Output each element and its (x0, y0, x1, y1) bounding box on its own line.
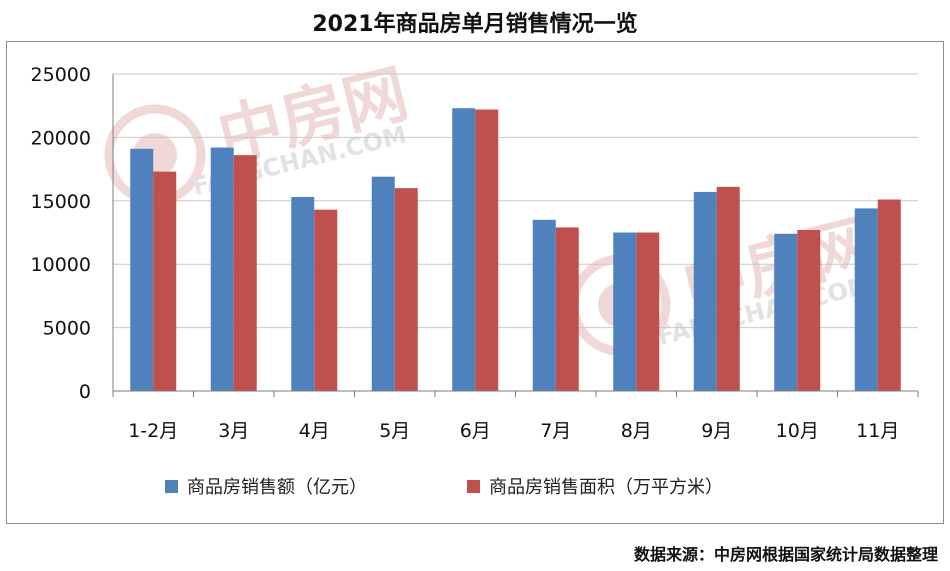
bar-sales-area (797, 229, 821, 391)
bar-sales-area (716, 186, 740, 391)
x-tick-label: 7月 (540, 420, 571, 442)
bar-sales-amount (854, 208, 878, 391)
bar-sales-area (394, 188, 418, 391)
x-tick-label: 6月 (460, 420, 491, 442)
x-tick-label: 5月 (379, 420, 410, 442)
bar-sales-amount (532, 219, 556, 391)
bar-sales-amount (693, 191, 717, 391)
chart-title: 2021年商品房单月销售情况一览 (312, 12, 638, 37)
x-tick-label: 8月 (621, 420, 652, 442)
axes: 0 5000 10000 15000 20000 25000 1-2月 3月 4月 5月 6月 7月 8… (31, 64, 919, 442)
bar-sales-area (877, 199, 901, 391)
x-tick-label: 10月 (776, 420, 819, 442)
bars (130, 108, 901, 392)
chart-frame (6, 41, 944, 524)
y-tick-label: 15000 (31, 191, 91, 213)
y-tick-label: 20000 (31, 127, 91, 149)
y-tick-label: 0 (79, 381, 91, 403)
bar-sales-amount (130, 148, 154, 391)
legend-label: 商品房销售面积（万平方米） (489, 477, 723, 498)
y-tick-label: 10000 (31, 254, 91, 276)
bar-sales-amount (210, 147, 234, 391)
legend-swatch (165, 480, 178, 493)
bar-sales-amount (452, 108, 476, 392)
x-tick-label: 11月 (856, 420, 899, 442)
bar-sales-area (475, 109, 499, 391)
legend-label: 商品房销售额（亿元） (187, 477, 367, 498)
legend: 商品房销售额（亿元） 商品房销售面积（万平方米） (165, 477, 723, 498)
bar-sales-amount (613, 232, 637, 391)
bar-sales-amount (774, 233, 798, 391)
x-tick-label: 1-2月 (128, 420, 178, 442)
bar-sales-amount (291, 196, 315, 391)
x-tick-label: 9月 (701, 420, 732, 442)
bar-sales-area (636, 232, 660, 391)
source-note: 数据来源：中房网根据国家统计局数据整理 (633, 545, 938, 564)
legend-swatch (467, 480, 480, 493)
bar-sales-area (314, 209, 338, 391)
x-tick-label: 4月 (299, 420, 330, 442)
bar-sales-area (555, 227, 579, 391)
bar-sales-area (153, 171, 177, 391)
bar-sales-amount (371, 176, 395, 391)
y-tick-label: 25000 (31, 64, 91, 86)
x-tick-label: 3月 (218, 420, 249, 442)
bar-sales-area (233, 155, 257, 391)
y-tick-label: 5000 (43, 318, 91, 340)
